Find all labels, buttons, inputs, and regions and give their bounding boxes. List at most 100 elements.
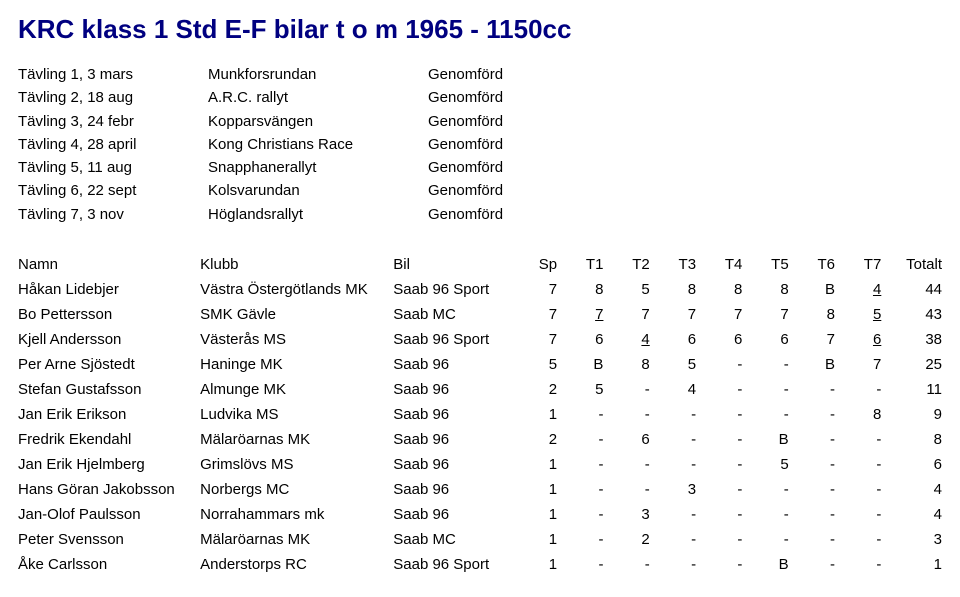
- table-row: Fredrik EkendahlMälaröarnas MKSaab 962-6…: [18, 427, 942, 452]
- table-row: Stefan GustafssonAlmunge MKSaab 9625-4--…: [18, 377, 942, 402]
- table-row: Jan Erik HjelmbergGrimslövs MSSaab 961--…: [18, 452, 942, 477]
- cell-club: Mälaröarnas MK: [200, 427, 393, 452]
- cell-t1: 8: [563, 277, 609, 302]
- cell-name: Håkan Lidebjer: [18, 277, 200, 302]
- col-club: Klubb: [200, 252, 393, 277]
- cell-sp: 2: [517, 427, 563, 452]
- cell-sp: 1: [517, 527, 563, 552]
- cell-t2: -: [609, 377, 655, 402]
- cell-t5: -: [748, 402, 794, 427]
- cell-club: Norbergs MC: [200, 477, 393, 502]
- event-status: Genomförd: [428, 86, 568, 109]
- cell-total: 8: [887, 427, 942, 452]
- cell-car: Saab 96 Sport: [393, 327, 517, 352]
- table-row: Bo PetterssonSMK GävleSaab MC7777778543: [18, 302, 942, 327]
- col-t3: T3: [656, 252, 702, 277]
- event-label: Tävling 2, 18 aug: [18, 86, 208, 109]
- cell-t7: 7: [841, 352, 887, 377]
- cell-total: 9: [887, 402, 942, 427]
- event-name: Kolsvarundan: [208, 179, 428, 202]
- table-row: Per Arne SjöstedtHaninge MKSaab 965B85--…: [18, 352, 942, 377]
- cell-name: Åke Carlsson: [18, 552, 200, 577]
- cell-car: Saab 96: [393, 452, 517, 477]
- event-status: Genomförd: [428, 156, 568, 179]
- event-name: Kopparsvängen: [208, 110, 428, 133]
- cell-t3: -: [656, 452, 702, 477]
- cell-t3: -: [656, 502, 702, 527]
- cell-t4: -: [702, 552, 748, 577]
- cell-name: Jan-Olof Paulsson: [18, 502, 200, 527]
- cell-name: Peter Svensson: [18, 527, 200, 552]
- cell-t2: 5: [609, 277, 655, 302]
- cell-t4: -: [702, 402, 748, 427]
- cell-t7: 6: [841, 327, 887, 352]
- col-total: Totalt: [887, 252, 942, 277]
- event-row: Tävling 5, 11 augSnapphanerallytGenomför…: [18, 156, 942, 179]
- col-t4: T4: [702, 252, 748, 277]
- event-label: Tävling 7, 3 nov: [18, 203, 208, 226]
- cell-t3: -: [656, 527, 702, 552]
- cell-club: Grimslövs MS: [200, 452, 393, 477]
- cell-club: Norrahammars mk: [200, 502, 393, 527]
- event-name: Kong Christians Race: [208, 133, 428, 156]
- cell-car: Saab MC: [393, 527, 517, 552]
- cell-sp: 1: [517, 477, 563, 502]
- header-row: Namn Klubb Bil Sp T1 T2 T3 T4 T5 T6 T7 T…: [18, 252, 942, 277]
- cell-t1: -: [563, 527, 609, 552]
- event-row: Tävling 6, 22 septKolsvarundanGenomförd: [18, 179, 942, 202]
- table-row: Hans Göran JakobssonNorbergs MCSaab 961-…: [18, 477, 942, 502]
- cell-total: 38: [887, 327, 942, 352]
- cell-t5: B: [748, 552, 794, 577]
- cell-t6: -: [795, 452, 841, 477]
- cell-t6: 7: [795, 327, 841, 352]
- cell-car: Saab 96 Sport: [393, 552, 517, 577]
- cell-t3: -: [656, 427, 702, 452]
- event-status: Genomförd: [428, 110, 568, 133]
- cell-t3: 5: [656, 352, 702, 377]
- cell-t4: 8: [702, 277, 748, 302]
- cell-total: 11: [887, 377, 942, 402]
- cell-car: Saab 96: [393, 477, 517, 502]
- event-status: Genomförd: [428, 133, 568, 156]
- cell-t7: -: [841, 377, 887, 402]
- cell-total: 6: [887, 452, 942, 477]
- event-row: Tävling 2, 18 augA.R.C. rallytGenomförd: [18, 86, 942, 109]
- cell-t6: B: [795, 277, 841, 302]
- cell-club: Almunge MK: [200, 377, 393, 402]
- event-name: Höglandsrallyt: [208, 203, 428, 226]
- cell-sp: 5: [517, 352, 563, 377]
- cell-total: 4: [887, 502, 942, 527]
- cell-club: Haninge MK: [200, 352, 393, 377]
- event-label: Tävling 1, 3 mars: [18, 63, 208, 86]
- cell-club: SMK Gävle: [200, 302, 393, 327]
- cell-t2: 2: [609, 527, 655, 552]
- results-table: Namn Klubb Bil Sp T1 T2 T3 T4 T5 T6 T7 T…: [18, 252, 942, 577]
- cell-name: Stefan Gustafsson: [18, 377, 200, 402]
- cell-club: Västra Östergötlands MK: [200, 277, 393, 302]
- cell-car: Saab 96: [393, 502, 517, 527]
- cell-t7: -: [841, 502, 887, 527]
- event-label: Tävling 6, 22 sept: [18, 179, 208, 202]
- cell-t5: -: [748, 377, 794, 402]
- cell-t1: 7: [563, 302, 609, 327]
- cell-t7: -: [841, 427, 887, 452]
- cell-club: Anderstorps RC: [200, 552, 393, 577]
- cell-t2: 3: [609, 502, 655, 527]
- event-status: Genomförd: [428, 63, 568, 86]
- cell-t2: -: [609, 452, 655, 477]
- table-row: Kjell AnderssonVästerås MSSaab 96 Sport7…: [18, 327, 942, 352]
- cell-t7: 4: [841, 277, 887, 302]
- cell-t5: 8: [748, 277, 794, 302]
- cell-t5: -: [748, 352, 794, 377]
- cell-club: Ludvika MS: [200, 402, 393, 427]
- cell-name: Per Arne Sjöstedt: [18, 352, 200, 377]
- cell-car: Saab 96: [393, 352, 517, 377]
- cell-t6: -: [795, 477, 841, 502]
- cell-t4: -: [702, 477, 748, 502]
- cell-t6: 8: [795, 302, 841, 327]
- cell-club: Mälaröarnas MK: [200, 527, 393, 552]
- cell-t4: -: [702, 352, 748, 377]
- cell-t6: -: [795, 552, 841, 577]
- event-row: Tävling 1, 3 marsMunkforsrundanGenomförd: [18, 63, 942, 86]
- cell-t4: -: [702, 452, 748, 477]
